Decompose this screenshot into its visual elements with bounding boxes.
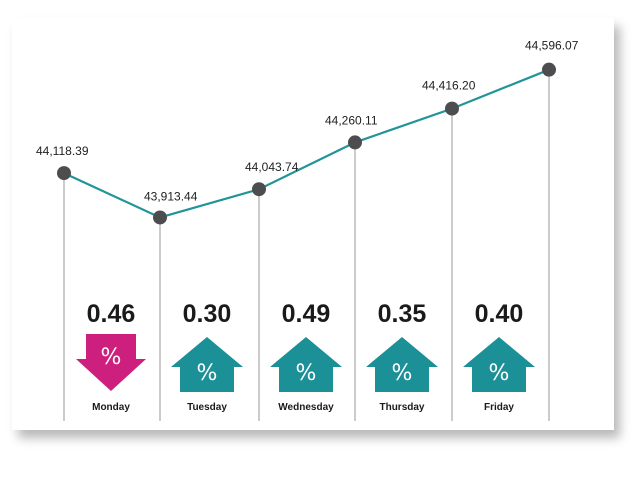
day-label: Friday [484,402,514,413]
percent-symbol: % [489,361,510,386]
value-label-4: 44,260.11 [325,113,378,127]
change-value: 0.49 [282,300,331,328]
drop-lines [63,69,550,421]
day-label: Thursday [379,402,424,413]
data-point-3 [252,182,266,197]
series-line [63,68,550,219]
change-panel-wednesday: 0.49% Wednesday [270,300,342,413]
change-value: 0.30 [183,300,232,328]
up-arrow-icon [366,337,438,392]
day-label: Tuesday [187,402,227,413]
change-value: 0.40 [475,300,524,328]
data-point-4 [348,135,362,150]
value-label-3: 44,043.74 [245,160,299,174]
data-point-5 [445,101,459,116]
change-panel-tuesday: 0.30% Tuesday [171,300,243,413]
percent-symbol: % [101,345,122,370]
data-point-1 [57,166,71,181]
data-point-6 [542,62,556,77]
change-value: 0.35 [378,300,427,328]
value-label-2: 43,913.44 [144,189,198,203]
value-labels: 44,118.39 43,913.44 44,043.74 44,260.11 44,4… [36,39,579,204]
up-arrow-icon [463,337,535,392]
data-point-2 [153,210,167,225]
day-label: Wednesday [278,402,334,413]
data-points [57,62,556,225]
change-panel-monday: 0.46% Monday [76,300,146,413]
value-label-5: 44,416.20 [422,79,476,93]
percent-symbol: % [392,361,413,386]
change-panel-thursday: 0.35% Thursday [366,300,438,413]
chart-card: 44,118.39 43,913.44 44,043.74 44,260.11 44,4… [12,18,614,430]
change-panels: 0.46% Monday 0.30% Tuesday 0.49% Wednesday 0.3… [76,300,535,413]
line-chart: 44,118.39 43,913.44 44,043.74 44,260.11 44,4… [36,39,579,421]
up-arrow-icon [171,337,243,392]
value-label-6: 44,596.07 [525,39,579,53]
percent-symbol: % [296,361,317,386]
percent-symbol: % [197,361,218,386]
value-label-1: 44,118.39 [36,144,89,158]
down-arrow-icon [76,334,146,391]
change-value: 0.46 [87,300,136,328]
change-panel-friday: 0.40% Friday [463,300,535,413]
up-arrow-icon [270,337,342,392]
day-label: Monday [92,402,130,413]
